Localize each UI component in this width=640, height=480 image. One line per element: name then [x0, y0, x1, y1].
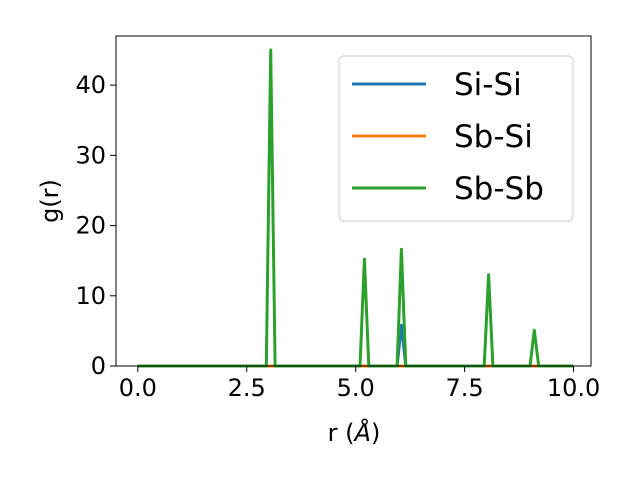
y-tick-label: 10: [75, 282, 106, 310]
x-tick-label: 0.0: [119, 374, 157, 402]
x-axis: 0.0 2.5 5.0 7.5 10.0: [119, 366, 600, 402]
x-tick-label: 10.0: [547, 374, 600, 402]
y-tick-label: 0: [91, 352, 106, 380]
y-axis-label: g(r): [36, 179, 64, 223]
x-tick-label: 7.5: [446, 374, 484, 402]
legend-label-sb-si: Sb-Si: [454, 119, 533, 155]
legend: Si-Si Sb-Si Sb-Sb: [338, 55, 574, 222]
x-tick-label: 5.0: [337, 374, 375, 402]
legend-box: [338, 55, 574, 222]
series-line-si-si: [137, 323, 574, 368]
x-axis-label: r (Å): [328, 418, 381, 447]
legend-label-si-si: Si-Si: [454, 67, 522, 103]
legend-label-sb-sb: Sb-Sb: [454, 171, 544, 207]
y-axis: 0 10 20 30 40: [75, 71, 116, 380]
plot-frame: [115, 35, 592, 367]
y-tick-label: 40: [75, 71, 106, 99]
series-line-sb-sb: [137, 48, 574, 368]
y-tick-label: 30: [75, 141, 106, 169]
y-tick-label: 20: [75, 212, 106, 240]
x-tick-label: 2.5: [228, 374, 266, 402]
